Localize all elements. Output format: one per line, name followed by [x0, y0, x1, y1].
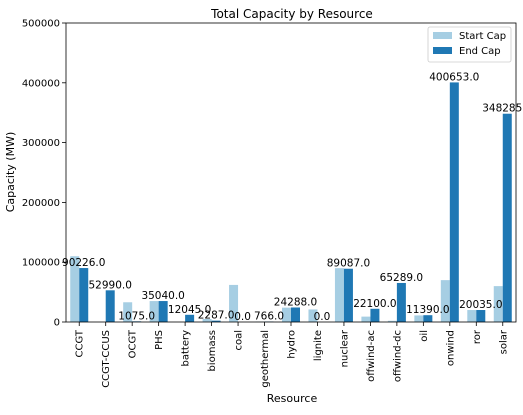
data-label-ccgt-ccus: 52990.0	[88, 279, 131, 291]
x-tick-label-nuclear: nuclear	[339, 329, 350, 367]
end-cap-bar-ccgt	[79, 268, 88, 322]
x-tick-label-oil: oil	[419, 330, 430, 342]
legend-swatch-end-cap	[433, 47, 452, 54]
bars-layer	[70, 82, 512, 322]
x-tick-label-offwind-dc: offwind-dc	[392, 330, 403, 382]
legend-swatch-start-cap	[433, 32, 452, 39]
end-cap-bar-oil	[423, 315, 432, 322]
data-label-coal: 0.0	[234, 311, 251, 323]
y-tick-label: 400000	[22, 78, 60, 89]
data-label-offwind-ac: 22100.0	[353, 298, 396, 310]
end-cap-bar-ccgt-ccus	[106, 290, 115, 322]
data-label-biomass: 2287.0	[198, 310, 235, 322]
legend-label-end-cap: End Cap	[459, 46, 501, 57]
end-cap-bar-hydro	[291, 307, 300, 322]
y-tick-label: 300000	[22, 138, 60, 149]
legend: Start Cap End Cap	[428, 27, 511, 62]
end-cap-bar-offwind-dc	[397, 283, 406, 322]
x-tick-label-ocgt: OCGT	[128, 329, 139, 358]
data-label-ccgt: 90226.0	[62, 257, 105, 269]
x-tick-label-ccgt-ccus: CCGT-CCUS	[101, 330, 112, 388]
end-cap-bar-battery	[185, 315, 194, 322]
x-tick-label-phs: PHS	[154, 330, 165, 350]
x-tick-label-coal: coal	[234, 330, 245, 351]
data-label-ocgt: 1075.0	[118, 310, 155, 322]
x-tick-label-ror: ror	[472, 329, 483, 344]
data-label-ror: 20035.0	[459, 299, 502, 311]
end-cap-bar-phs	[159, 301, 168, 322]
data-label-oil: 11390.0	[406, 304, 449, 316]
data-label-phs: 35040.0	[141, 290, 184, 302]
x-tick-label-geothermal: geothermal	[260, 330, 271, 388]
start-cap-bar-oil	[414, 315, 423, 322]
data-label-geothermal: 766.0	[254, 311, 284, 323]
end-cap-bar-solar	[503, 114, 512, 322]
data-label-hydro: 24288.0	[274, 296, 317, 308]
x-tick-label-onwind: onwind	[445, 330, 456, 366]
x-tick-label-offwind-ac: offwind-ac	[366, 330, 377, 382]
end-cap-bar-offwind-ac	[370, 309, 379, 322]
start-cap-bar-offwind-ac	[361, 317, 370, 322]
y-tick-label: 100000	[22, 258, 60, 269]
x-tick-label-biomass: biomass	[207, 330, 218, 372]
legend-label-start-cap: Start Cap	[459, 31, 506, 42]
x-tick-label-ccgt: CCGT	[75, 329, 86, 357]
x-tick-label-battery: battery	[181, 330, 192, 367]
y-tick-label: 0	[54, 318, 60, 329]
data-label-nuclear: 89087.0	[327, 258, 370, 270]
x-tick-label-hydro: hydro	[287, 330, 298, 359]
end-cap-bar-nuclear	[344, 269, 353, 322]
x-tick-label-lignite: lignite	[313, 330, 324, 361]
y-tick-label: 200000	[22, 198, 60, 209]
data-label-offwind-dc: 65289.0	[380, 272, 423, 284]
end-cap-bar-onwind	[450, 82, 459, 322]
data-label-lignite: 0.0	[314, 311, 331, 323]
end-cap-bar-ror	[476, 310, 485, 322]
y-tick-label: 500000	[22, 19, 60, 30]
y-axis-label: Capacity (MW)	[4, 132, 17, 213]
x-axis-label: Resource	[267, 392, 318, 405]
start-cap-bar-nuclear	[335, 268, 344, 322]
data-label-solar: 348285.0	[482, 103, 523, 115]
x-tick-label-solar: solar	[498, 329, 509, 354]
data-label-onwind: 400653.0	[429, 71, 479, 83]
start-cap-bar-ror	[467, 310, 476, 322]
plot-frame	[66, 23, 516, 322]
chart-title: Total Capacity by Resource	[210, 7, 373, 21]
